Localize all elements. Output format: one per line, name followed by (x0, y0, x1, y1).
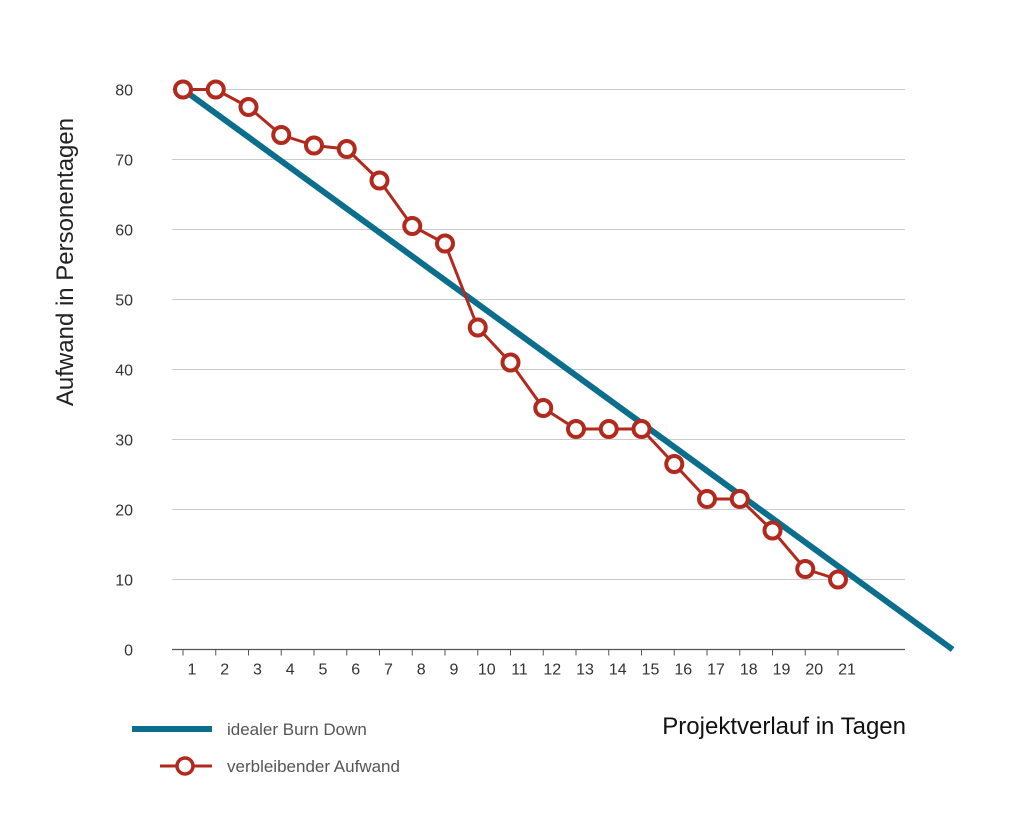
data-point (304, 135, 324, 156)
x-tick-label: 5 (319, 662, 328, 679)
data-point (664, 454, 685, 474)
data-point (435, 233, 455, 254)
series-layer (173, 79, 955, 652)
x-tick-label: 20 (805, 662, 823, 679)
data-point (598, 419, 619, 439)
y-tick-label: 0 (124, 643, 133, 660)
legend-label-ideal: idealer Burn Down (227, 720, 367, 739)
x-tick-label: 3 (253, 662, 262, 679)
legend: idealer Burn Down verbleibender Aufwand (132, 720, 400, 776)
data-point (762, 520, 783, 541)
legend-item-ideal: idealer Burn Down (132, 720, 367, 739)
x-tick-label: 21 (838, 662, 856, 679)
x-tick-label: 19 (773, 662, 791, 679)
x-tick-label: 7 (384, 662, 393, 679)
data-point (336, 139, 357, 159)
data-point (500, 352, 521, 373)
y-tick-label: 50 (115, 293, 133, 310)
x-tick-label: 15 (642, 662, 660, 679)
data-point (271, 125, 292, 145)
data-point (238, 97, 259, 117)
x-tick-label: 6 (351, 662, 360, 679)
data-point (369, 170, 390, 191)
data-point (566, 419, 586, 439)
x-tick-label: 8 (417, 662, 426, 679)
data-point (173, 79, 193, 100)
y-axis-ticks: 0 10 20 30 40 50 60 70 80 (115, 83, 133, 660)
x-tick-label: 11 (511, 662, 528, 679)
x-tick-label: 1 (188, 662, 197, 679)
data-point (205, 79, 226, 100)
legend-label-remaining: verbleibender Aufwand (227, 757, 400, 776)
y-axis-label: Aufwand in Personentagen (52, 118, 79, 406)
y-tick-label: 40 (115, 363, 133, 380)
data-point (697, 489, 717, 509)
y-tick-label: 20 (115, 503, 133, 520)
y-tick-label: 80 (115, 83, 133, 100)
y-tick-label: 10 (115, 573, 133, 590)
x-tick-label: 10 (478, 662, 496, 679)
x-tick-label: 2 (220, 662, 229, 679)
gridlines (172, 89, 905, 580)
series-line-ideal (181, 87, 955, 652)
x-tick-label: 12 (543, 662, 561, 679)
x-tick-label: 18 (740, 662, 758, 679)
x-tick-label: 13 (576, 662, 594, 679)
x-axis-label: Projektverlauf in Tagen (662, 713, 906, 740)
x-tick-label: 17 (707, 662, 725, 679)
data-point (402, 216, 423, 236)
legend-item-remaining: verbleibender Aufwand (160, 756, 400, 776)
x-tick-label: 9 (450, 662, 459, 679)
x-tick-label: 14 (609, 662, 627, 679)
y-tick-label: 70 (115, 153, 133, 170)
x-axis-ticks: 1 2 3 4 5 6 7 8 9 10 11 12 13 14 15 16 17 18 19 20 21 (182, 649, 856, 679)
x-tick-label: 4 (286, 662, 295, 679)
data-point (729, 489, 750, 509)
y-tick-label: 60 (115, 223, 133, 240)
legend-marker-remaining (175, 756, 195, 776)
data-point (828, 569, 848, 590)
data-point (467, 317, 488, 338)
y-tick-label: 30 (115, 433, 133, 450)
data-point (631, 419, 652, 439)
data-point (533, 398, 554, 418)
data-point (795, 559, 816, 579)
x-tick-label: 16 (674, 662, 692, 679)
